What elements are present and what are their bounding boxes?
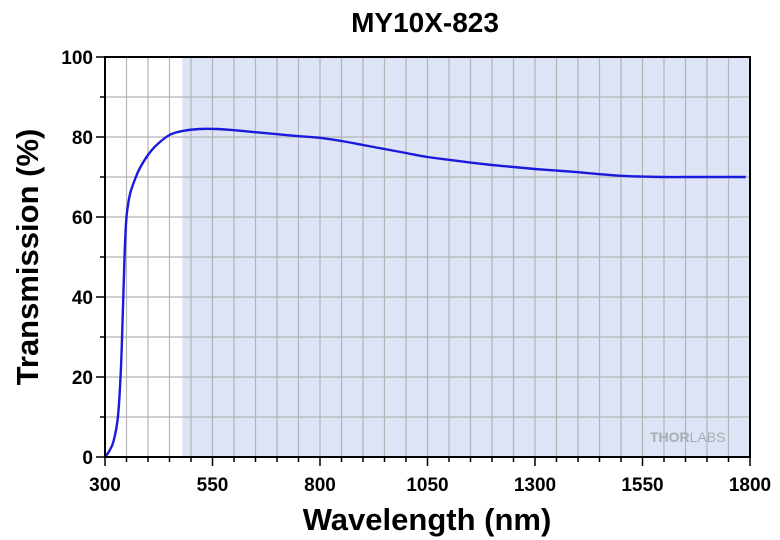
x-tick-label: 1300	[514, 475, 556, 496]
grid-lines	[105, 57, 750, 457]
y-tick-label: 100	[61, 48, 93, 69]
x-tick-label: 800	[304, 475, 336, 496]
series-layer	[104, 127, 746, 458]
chart-title: MY10X-823	[351, 7, 499, 38]
thorlabs-watermark: THORLABS	[650, 429, 725, 445]
svg-text:THORLABS: THORLABS	[650, 429, 725, 445]
tick-marks	[96, 56, 751, 466]
watermark-brand-bold: THOR	[650, 429, 690, 445]
x-tick-labels: 300 550 800 1050 1300 1550 1800	[89, 475, 771, 496]
y-tick-label: 20	[72, 368, 93, 389]
x-tick-label: 1050	[406, 475, 448, 496]
watermark-brand-light: LABS	[690, 429, 726, 445]
x-tick-label: 1800	[729, 475, 771, 496]
x-axis-label: Wavelength (nm)	[303, 502, 552, 537]
transmission-curve	[104, 127, 746, 458]
x-tick-label: 300	[89, 475, 121, 496]
y-tick-label: 60	[72, 208, 93, 229]
y-tick-label: 0	[82, 448, 93, 469]
y-tick-labels: 0 20 40 60 80 100	[61, 48, 93, 469]
y-axis-label: Transmission (%)	[10, 129, 45, 386]
y-tick-label: 40	[72, 288, 93, 309]
x-tick-label: 550	[197, 475, 229, 496]
x-tick-label: 1550	[621, 475, 663, 496]
y-tick-label: 80	[72, 128, 93, 149]
